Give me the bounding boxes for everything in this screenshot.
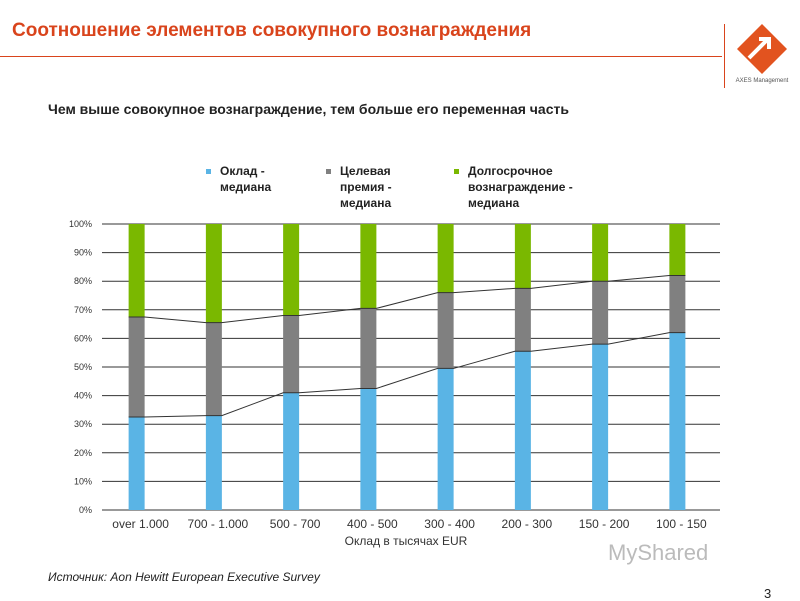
- x-tick-label: 150 - 200: [579, 517, 630, 531]
- legend-label: Долгосрочное вознаграждение - медиана: [468, 164, 573, 210]
- chart-subtitle: Чем выше совокупное вознаграждение, тем …: [48, 101, 569, 117]
- legend-bonus: Целевая премия - медиана: [326, 163, 420, 211]
- legend-salary: Оклад - медиана: [206, 163, 300, 195]
- x-tick-label: 400 - 500: [347, 517, 398, 531]
- bar-segment: [669, 332, 686, 510]
- y-tick-label: 20%: [74, 448, 92, 458]
- x-tick-label: 300 - 400: [424, 517, 475, 531]
- bar-segment: [205, 415, 222, 510]
- x-tick-label: 100 - 150: [656, 517, 707, 531]
- bar-segment: [283, 392, 300, 510]
- watermark: MyShared: [608, 540, 709, 565]
- bar-segment: [205, 322, 222, 416]
- bar-segment: [669, 275, 686, 333]
- bar-segment: [437, 224, 454, 293]
- bar-segment: [437, 292, 454, 369]
- legend-swatch: [454, 169, 459, 174]
- y-tick-label: 60%: [74, 333, 92, 343]
- y-tick-label: 50%: [74, 362, 92, 372]
- bar-segment: [437, 368, 454, 510]
- bar-segment: [360, 388, 377, 510]
- y-tick-label: 30%: [74, 419, 92, 429]
- x-tick-label: over 1.000: [112, 517, 169, 531]
- bar-segment: [592, 224, 609, 282]
- legend-swatch: [206, 169, 211, 174]
- bar-segment: [128, 417, 145, 510]
- series-line: [128, 332, 686, 418]
- legend-lti: Долгосрочное вознаграждение - медиана: [454, 163, 598, 211]
- x-tick-label: 500 - 700: [270, 517, 321, 531]
- x-tick-label: 200 - 300: [502, 517, 553, 531]
- bar-segment: [514, 224, 531, 289]
- series-line: [128, 274, 686, 324]
- y-tick-label: 80%: [74, 276, 92, 286]
- legend-swatch: [326, 169, 331, 174]
- bar-segment: [360, 224, 377, 309]
- bar-segment: [514, 288, 531, 352]
- svg-text:AXES Management: AXES Management: [736, 78, 789, 84]
- header-divider-vertical: [724, 24, 725, 88]
- axes-logo: AXES Management: [733, 22, 791, 84]
- bar-segment: [128, 316, 145, 418]
- y-tick-label: 10%: [74, 476, 92, 486]
- bar-segment: [514, 351, 531, 510]
- y-tick-label: 90%: [74, 248, 92, 258]
- x-tick-label: 700 - 1.000: [188, 517, 249, 531]
- source-note: Источник: Aon Hewitt European Executive …: [48, 570, 320, 584]
- header-divider: [0, 56, 722, 57]
- y-tick-label: 70%: [74, 305, 92, 315]
- y-tick-label: 40%: [74, 391, 92, 401]
- y-tick-label: 0%: [79, 505, 92, 515]
- bar-segment: [205, 224, 222, 323]
- page-title: Соотношение элементов совокупного вознаг…: [12, 20, 532, 41]
- legend-label: Оклад - медиана: [220, 164, 272, 194]
- bar-segment: [360, 308, 377, 389]
- bar-segment: [128, 224, 145, 317]
- bar-segment: [283, 315, 300, 393]
- bar-segment: [592, 344, 609, 510]
- x-axis-label: Оклад в тысячах EUR: [345, 534, 468, 548]
- y-tick-label: 100%: [69, 219, 92, 229]
- page-number: 3: [764, 586, 772, 601]
- legend-label: Целевая премия - медиана: [340, 164, 392, 210]
- bar-segment: [592, 281, 609, 345]
- bar-segment: [669, 224, 686, 276]
- bar-segment: [283, 224, 300, 316]
